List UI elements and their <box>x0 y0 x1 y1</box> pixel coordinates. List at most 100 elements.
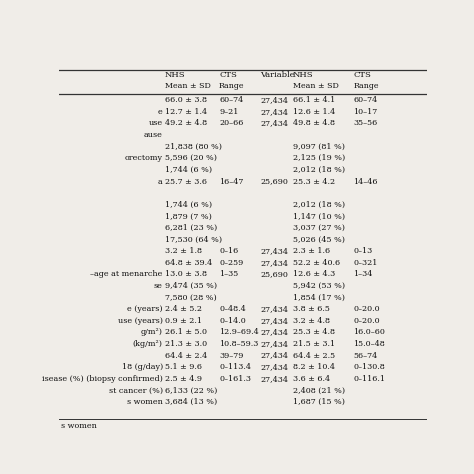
Text: 60–74: 60–74 <box>219 96 243 104</box>
Text: 1,879 (7 %): 1,879 (7 %) <box>165 212 212 220</box>
Text: 64.4 ± 2.4: 64.4 ± 2.4 <box>165 352 207 360</box>
Text: 2.3 ± 1.6: 2.3 ± 1.6 <box>292 247 329 255</box>
Text: 3.8 ± 6.5: 3.8 ± 6.5 <box>292 305 329 313</box>
Text: 1,854 (17 %): 1,854 (17 %) <box>292 293 345 301</box>
Text: NHS: NHS <box>292 72 313 80</box>
Text: 16–47: 16–47 <box>219 178 244 185</box>
Text: 9,097 (81 %): 9,097 (81 %) <box>292 143 345 151</box>
Text: 0–130.8: 0–130.8 <box>353 363 385 371</box>
Text: 15.0–48: 15.0–48 <box>353 340 385 348</box>
Text: 13.0 ± 3.8: 13.0 ± 3.8 <box>165 270 207 278</box>
Text: 21.3 ± 3.0: 21.3 ± 3.0 <box>165 340 207 348</box>
Text: 20–66: 20–66 <box>219 119 244 128</box>
Text: 18 (g/day): 18 (g/day) <box>122 363 163 371</box>
Text: use (years): use (years) <box>118 317 163 325</box>
Text: 0–20.0: 0–20.0 <box>353 317 380 325</box>
Text: 66.1 ± 4.1: 66.1 ± 4.1 <box>292 96 335 104</box>
Text: 9,474 (35 %): 9,474 (35 %) <box>165 282 217 290</box>
Text: 2.4 ± 5.2: 2.4 ± 5.2 <box>165 305 202 313</box>
Text: s women: s women <box>61 422 97 430</box>
Text: 27,434: 27,434 <box>261 305 289 313</box>
Text: 39–79: 39–79 <box>219 352 244 360</box>
Text: 0–20.0: 0–20.0 <box>353 305 380 313</box>
Text: 16.0–60: 16.0–60 <box>353 328 385 337</box>
Text: 0–113.4: 0–113.4 <box>219 363 251 371</box>
Text: 27,434: 27,434 <box>261 259 289 267</box>
Text: 8.2 ± 10.4: 8.2 ± 10.4 <box>292 363 335 371</box>
Text: 14–46: 14–46 <box>353 178 378 185</box>
Text: e (years): e (years) <box>127 305 163 313</box>
Text: 27,434: 27,434 <box>261 247 289 255</box>
Text: ause: ause <box>144 131 163 139</box>
Text: 0–116.1: 0–116.1 <box>353 375 385 383</box>
Text: 49.8 ± 4.8: 49.8 ± 4.8 <box>292 119 335 128</box>
Text: 0–259: 0–259 <box>219 259 243 267</box>
Text: 12.6 ± 1.4: 12.6 ± 1.4 <box>292 108 335 116</box>
Text: 27,434: 27,434 <box>261 317 289 325</box>
Text: 25.3 ± 4.2: 25.3 ± 4.2 <box>292 178 335 185</box>
Text: 25,690: 25,690 <box>261 270 289 278</box>
Text: 2,012 (18 %): 2,012 (18 %) <box>292 166 345 174</box>
Text: 3.2 ± 4.8: 3.2 ± 4.8 <box>292 317 329 325</box>
Text: 1–35: 1–35 <box>219 270 238 278</box>
Text: 25,690: 25,690 <box>261 178 289 185</box>
Text: 27,434: 27,434 <box>261 352 289 360</box>
Text: 0–321: 0–321 <box>353 259 377 267</box>
Text: 10–17: 10–17 <box>353 108 377 116</box>
Text: Variable: Variable <box>261 72 295 80</box>
Text: Range: Range <box>219 82 245 91</box>
Text: 12.7 ± 1.4: 12.7 ± 1.4 <box>165 108 207 116</box>
Text: 27,434: 27,434 <box>261 340 289 348</box>
Text: 56–74: 56–74 <box>353 352 377 360</box>
Text: 1,744 (6 %): 1,744 (6 %) <box>165 166 212 174</box>
Text: 6,133 (22 %): 6,133 (22 %) <box>165 386 218 394</box>
Text: 1,744 (6 %): 1,744 (6 %) <box>165 201 212 209</box>
Text: 12.9–69.4: 12.9–69.4 <box>219 328 259 337</box>
Text: 7,580 (28 %): 7,580 (28 %) <box>165 293 217 301</box>
Text: CTS: CTS <box>219 72 237 80</box>
Text: 2,012 (18 %): 2,012 (18 %) <box>292 201 345 209</box>
Text: orectomy: orectomy <box>125 155 163 162</box>
Text: 27,434: 27,434 <box>261 328 289 337</box>
Text: 27,434: 27,434 <box>261 363 289 371</box>
Text: 2,125 (19 %): 2,125 (19 %) <box>292 155 345 162</box>
Text: Mean ± SD: Mean ± SD <box>165 82 211 91</box>
Text: 9–21: 9–21 <box>219 108 238 116</box>
Text: 0–161.3: 0–161.3 <box>219 375 251 383</box>
Text: 5,026 (45 %): 5,026 (45 %) <box>292 236 345 244</box>
Text: CTS: CTS <box>353 72 371 80</box>
Text: e: e <box>158 108 163 116</box>
Text: 0–13: 0–13 <box>353 247 373 255</box>
Text: 27,434: 27,434 <box>261 96 289 104</box>
Text: 64.4 ± 2.5: 64.4 ± 2.5 <box>292 352 335 360</box>
Text: 64.8 ± 39.4: 64.8 ± 39.4 <box>165 259 212 267</box>
Text: 3,037 (27 %): 3,037 (27 %) <box>292 224 345 232</box>
Text: 27,434: 27,434 <box>261 375 289 383</box>
Text: (kg/m²): (kg/m²) <box>133 340 163 348</box>
Text: Mean ± SD: Mean ± SD <box>292 82 338 91</box>
Text: 66.0 ± 3.8: 66.0 ± 3.8 <box>165 96 207 104</box>
Text: 35–56: 35–56 <box>353 119 377 128</box>
Text: 21,838 (80 %): 21,838 (80 %) <box>165 143 222 151</box>
Text: 5,596 (20 %): 5,596 (20 %) <box>165 155 217 162</box>
Text: 60–74: 60–74 <box>353 96 377 104</box>
Text: NHS: NHS <box>165 72 186 80</box>
Text: 0–16: 0–16 <box>219 247 238 255</box>
Text: 1,147 (10 %): 1,147 (10 %) <box>292 212 345 220</box>
Text: 0–14.0: 0–14.0 <box>219 317 246 325</box>
Text: 12.6 ± 4.3: 12.6 ± 4.3 <box>292 270 335 278</box>
Text: 5.1 ± 9.6: 5.1 ± 9.6 <box>165 363 202 371</box>
Text: 27,434: 27,434 <box>261 108 289 116</box>
Text: a: a <box>158 178 163 185</box>
Text: 25.3 ± 4.8: 25.3 ± 4.8 <box>292 328 335 337</box>
Text: 6,281 (23 %): 6,281 (23 %) <box>165 224 217 232</box>
Text: 0–48.4: 0–48.4 <box>219 305 246 313</box>
Text: 21.5 ± 3.1: 21.5 ± 3.1 <box>292 340 335 348</box>
Text: 17,530 (64 %): 17,530 (64 %) <box>165 236 222 244</box>
Text: 10.8–59.3: 10.8–59.3 <box>219 340 258 348</box>
Text: use: use <box>149 119 163 128</box>
Text: 49.2 ± 4.8: 49.2 ± 4.8 <box>165 119 207 128</box>
Text: isease (%) (biopsy confirmed): isease (%) (biopsy confirmed) <box>42 375 163 383</box>
Text: 3.2 ± 1.8: 3.2 ± 1.8 <box>165 247 202 255</box>
Text: 0.9 ± 2.1: 0.9 ± 2.1 <box>165 317 202 325</box>
